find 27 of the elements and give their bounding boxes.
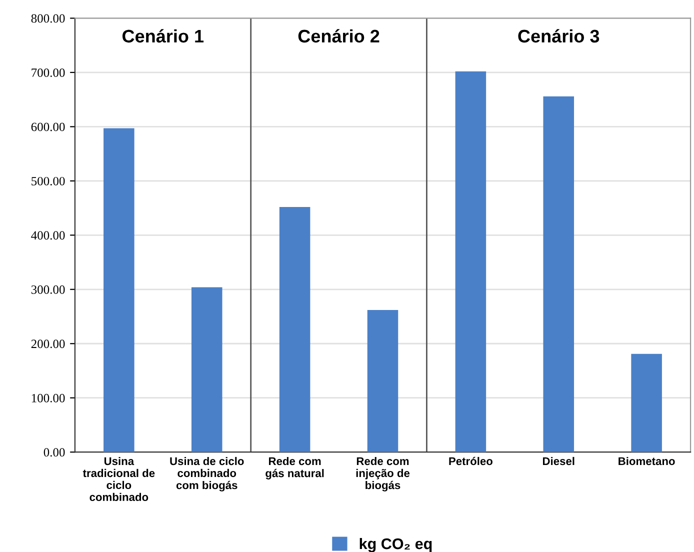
- y-tick-label: 300.00: [31, 285, 65, 294]
- annotation: Cenário 3: [518, 29, 600, 43]
- y-tick-label: 500.00: [32, 176, 65, 186]
- x-tick-label: Rede com gás natural: [266, 456, 324, 480]
- bar: [191, 287, 222, 452]
- bar: [455, 71, 486, 452]
- y-tick-label: 700.00: [32, 68, 65, 77]
- x-tick-label: Usina tradicional de ciclo combinado: [82, 456, 155, 502]
- x-tick-label: Diesel: [542, 456, 574, 466]
- x-tick-label: Rede com injeção de biogás: [356, 456, 410, 492]
- bar: [104, 128, 134, 452]
- bar: [543, 96, 574, 452]
- y-tick-label: 0.00: [44, 448, 65, 457]
- bar: [631, 354, 662, 452]
- annotation: Cenário 1: [122, 29, 204, 43]
- bar: [367, 310, 398, 452]
- y-tick-label: 800.00: [31, 14, 65, 23]
- x-tick-label: Usina de ciclo combinado com biogás: [170, 456, 244, 492]
- annotation: Cenário 2: [298, 29, 380, 43]
- legend-label: kg CO₂ eq: [360, 538, 432, 552]
- x-tick-label: Petróleo: [449, 456, 492, 466]
- bar: [279, 206, 310, 452]
- y-tick-label: 600.00: [31, 122, 65, 132]
- y-tick-label: 400.00: [31, 231, 65, 240]
- y-tick-label: 100.00: [32, 394, 65, 402]
- x-tick-label: Biometano: [618, 456, 675, 466]
- y-tick-label: 200.00: [31, 340, 65, 348]
